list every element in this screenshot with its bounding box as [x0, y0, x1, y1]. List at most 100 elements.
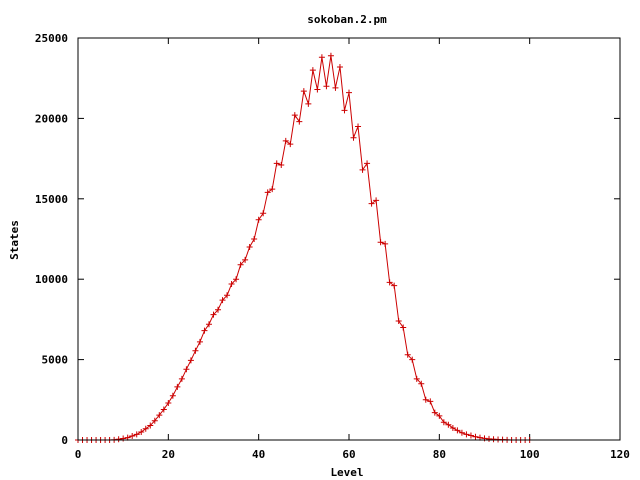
data-point [192, 347, 199, 354]
data-point [373, 197, 380, 204]
data-point [454, 427, 461, 434]
data-point [350, 134, 357, 141]
data-point [133, 431, 140, 438]
data-point [391, 282, 398, 289]
data-point [472, 433, 479, 440]
data-point [255, 216, 262, 223]
data-point [409, 356, 416, 363]
data-point [463, 431, 470, 438]
y-tick-label: 10000 [35, 273, 68, 286]
data-point [404, 351, 411, 358]
data-point [219, 297, 226, 304]
data-point [228, 281, 235, 288]
data-point [260, 210, 267, 217]
data-point [346, 89, 352, 96]
data-point [395, 318, 402, 325]
y-axis-label: States [8, 220, 21, 260]
data-point [142, 425, 149, 432]
data-point [364, 160, 371, 167]
data-point [160, 406, 167, 413]
data-point [400, 324, 407, 331]
x-axis-label: Level [330, 466, 363, 479]
data-point [431, 409, 438, 416]
data-point [278, 162, 285, 169]
x-tick-label: 60 [342, 448, 355, 461]
data-point [327, 52, 334, 59]
data-point [336, 63, 343, 70]
data-point [233, 276, 240, 283]
x-tick-label: 0 [75, 448, 82, 461]
data-point [309, 67, 316, 74]
data-point [368, 200, 375, 207]
data-point [156, 412, 163, 419]
data-point [215, 306, 222, 313]
data-point [332, 84, 339, 91]
x-tick-label: 20 [162, 448, 175, 461]
data-point [210, 311, 217, 318]
data-point [269, 186, 276, 193]
data-point [264, 189, 271, 196]
data-point [242, 256, 249, 263]
data-point [445, 421, 452, 428]
data-point [323, 83, 330, 90]
data-point [178, 375, 185, 382]
data-point [318, 54, 325, 61]
axis-ticks [77, 37, 621, 441]
data-point [246, 244, 253, 251]
data-point [314, 86, 321, 93]
data-point [129, 432, 136, 439]
data-point [418, 380, 425, 387]
data-point [165, 400, 172, 407]
data-point [282, 137, 289, 144]
data-point [422, 396, 429, 403]
data-point [115, 436, 122, 443]
data-point [386, 279, 393, 286]
y-tick-label: 20000 [35, 112, 68, 125]
series-group [75, 52, 533, 443]
data-point [169, 392, 176, 399]
data-point [341, 107, 348, 114]
data-point [147, 422, 154, 429]
x-tick-label: 100 [520, 448, 540, 461]
data-point [151, 417, 158, 424]
data-point [205, 321, 212, 328]
data-point [382, 240, 389, 247]
data-point [291, 112, 298, 119]
data-point [183, 366, 190, 373]
data-point [296, 118, 303, 125]
y-tick-label: 5000 [42, 354, 69, 367]
data-point [187, 357, 194, 364]
data-point [427, 398, 434, 405]
data-point [201, 327, 208, 334]
tick-labels: 0 20 40 60 80 100 120 0 5000 10000 15000 20000 25000 [35, 32, 630, 461]
data-point [305, 100, 312, 107]
data-point [355, 123, 362, 130]
data-point [138, 428, 145, 435]
y-tick-label: 25000 [35, 32, 68, 45]
data-point [273, 160, 280, 167]
x-tick-label: 120 [610, 448, 630, 461]
y-tick-label: 0 [61, 434, 68, 447]
data-point [467, 432, 474, 439]
data-point [359, 166, 366, 173]
data-point [440, 419, 447, 426]
data-point [436, 412, 443, 419]
data-point [237, 261, 244, 268]
x-tick-label: 80 [433, 448, 446, 461]
chart-title: sokoban.2.pm [307, 13, 387, 26]
series-line [78, 55, 530, 441]
data-point [449, 424, 456, 431]
data-point [251, 236, 258, 242]
data-point [287, 141, 294, 148]
plot-frame [77, 37, 621, 441]
data-point [224, 292, 231, 299]
data-point [120, 435, 127, 442]
data-point [174, 383, 181, 390]
data-point [377, 239, 384, 246]
data-point [196, 338, 203, 345]
x-tick-label: 40 [252, 448, 265, 461]
data-point [458, 429, 465, 436]
data-point [413, 375, 420, 382]
data-point [300, 88, 307, 95]
